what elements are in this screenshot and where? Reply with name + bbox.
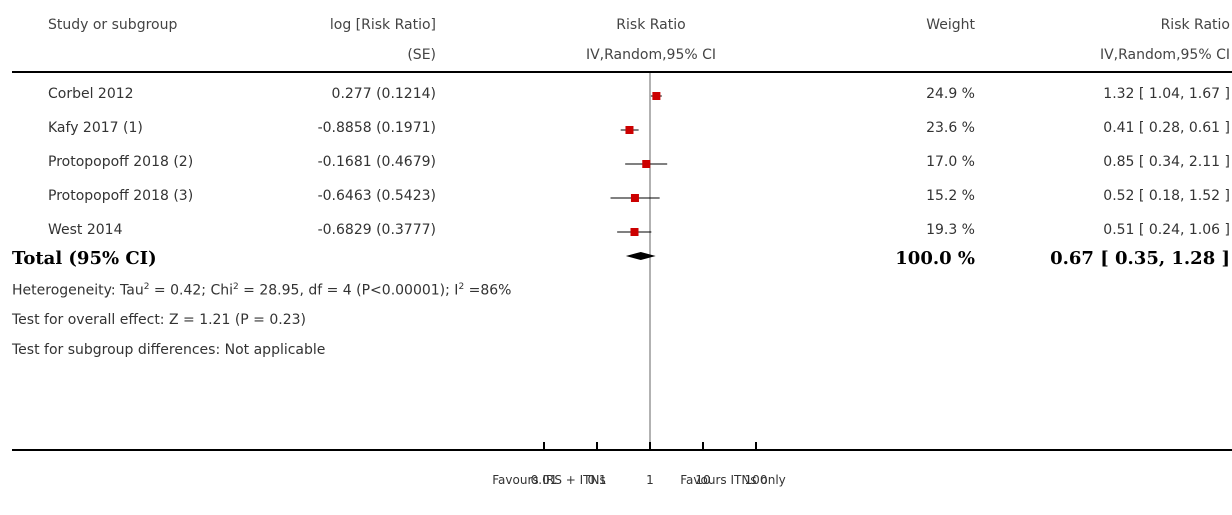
column-header-risk-ratio-method: IV,Random,95% CI xyxy=(585,47,717,63)
favours-left-label: Favours IRS + ITNs xyxy=(492,473,606,487)
study-ci: 0.51 [ 0.24, 1.06 ] xyxy=(1103,222,1230,238)
pooled-diamond xyxy=(625,252,656,260)
total-label: Total (95% CI) xyxy=(12,248,157,269)
axis-tick-label: 1 xyxy=(646,473,654,487)
point-estimate-marker xyxy=(652,92,661,100)
heterogeneity-text: Heterogeneity: Tau2 = 0.42; Chi2 = 28.95… xyxy=(12,282,512,299)
point-estimate-marker xyxy=(642,160,651,168)
study-log-rr-se: -0.6829 (0.3777) xyxy=(317,222,436,238)
axis-tick-label: 100 xyxy=(744,473,768,487)
study-weight: 19.3 % xyxy=(926,222,975,238)
study-weight: 24.9 % xyxy=(926,86,975,102)
point-estimate-marker xyxy=(625,126,634,134)
subgroup-text: Test for subgroup differences: Not appli… xyxy=(12,342,326,358)
total-weight: 100.0 % xyxy=(895,248,975,269)
overall-effect-text: Test for overall effect: Z = 1.21 (P = 0… xyxy=(12,312,306,328)
axis-tick-label: 10 xyxy=(695,473,711,487)
study-weight: 23.6 % xyxy=(926,120,975,136)
favours-right-label: Favours ITNs only xyxy=(680,473,786,487)
study-name: Corbel 2012 xyxy=(48,86,134,102)
axis-tick-label: 0.01 xyxy=(530,473,558,487)
point-estimate-marker xyxy=(630,194,639,202)
study-ci: 1.32 [ 1.04, 1.67 ] xyxy=(1103,86,1230,102)
study-log-rr-se: -0.6463 (0.5423) xyxy=(317,188,436,204)
study-log-rr-se: -0.8858 (0.1971) xyxy=(317,120,436,136)
total-ci: 0.67 [ 0.35, 1.28 ] xyxy=(1050,248,1230,269)
study-name: Kafy 2017 (1) xyxy=(48,120,143,136)
column-header-log-rr-se: (SE) xyxy=(407,47,436,63)
study-name: Protopopoff 2018 (2) xyxy=(48,154,194,170)
study-ci: 0.52 [ 0.18, 1.52 ] xyxy=(1103,188,1230,204)
study-ci: 0.41 [ 0.28, 0.61 ] xyxy=(1103,120,1230,136)
column-header-log-rr: log [Risk Ratio] xyxy=(329,17,436,33)
point-estimate-marker xyxy=(630,228,639,236)
study-name: Protopopoff 2018 (3) xyxy=(48,188,194,204)
study-name: West 2014 xyxy=(48,222,123,238)
header-divider xyxy=(12,71,1232,73)
column-header-risk-ratio: Risk Ratio xyxy=(616,17,686,33)
axis-tick-label: 0.1 xyxy=(587,473,607,487)
column-header-study: Study or subgroup xyxy=(48,17,178,33)
study-weight: 15.2 % xyxy=(926,188,975,204)
study-ci: 0.85 [ 0.34, 2.11 ] xyxy=(1103,154,1230,170)
column-header-risk-ratio-method-right: IV,Random,95% CI xyxy=(1099,47,1230,63)
study-log-rr-se: 0.277 (0.1214) xyxy=(331,86,436,102)
column-header-weight: Weight xyxy=(926,17,975,33)
study-log-rr-se: -0.1681 (0.4679) xyxy=(317,154,436,170)
bottom-divider xyxy=(12,449,1232,451)
study-weight: 17.0 % xyxy=(926,154,975,170)
column-header-risk-ratio-right: Risk Ratio xyxy=(1160,17,1230,33)
